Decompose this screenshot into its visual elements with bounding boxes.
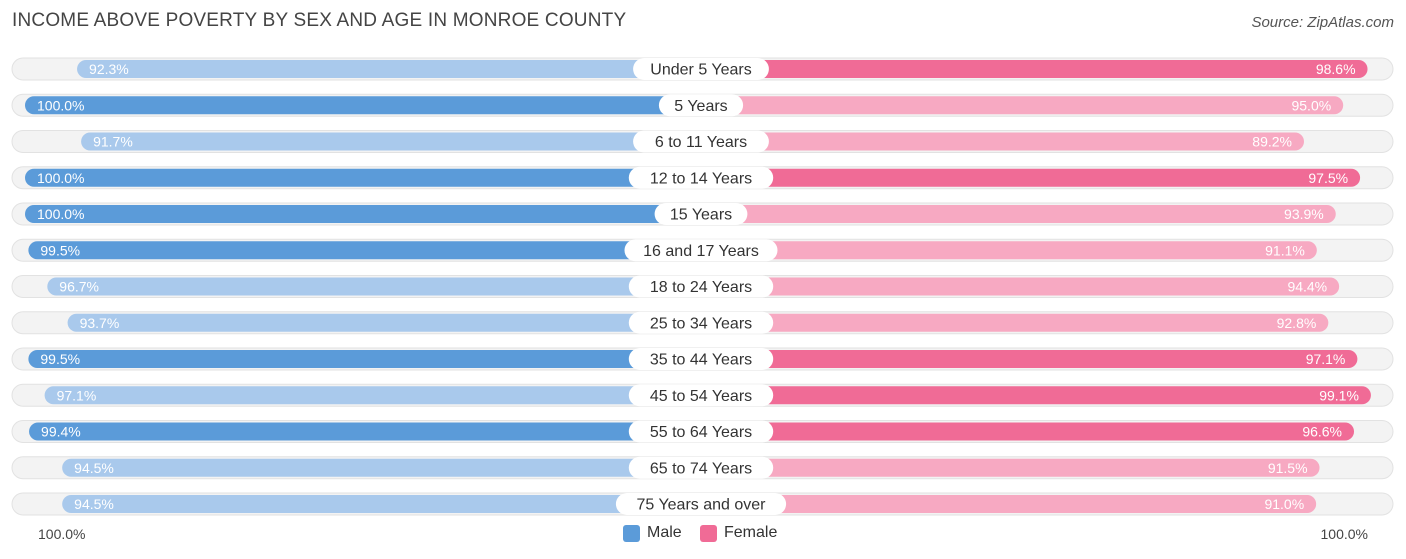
bar-male (25, 168, 701, 187)
bar-male (62, 495, 702, 513)
category-pill (628, 420, 774, 443)
value-label-male: 91.7% (93, 134, 133, 150)
value-label-female: 94.4% (1287, 279, 1327, 295)
category-label: 25 to 34 Years (650, 315, 752, 332)
value-label-male: 100.0% (37, 97, 84, 113)
category-label: 5 Years (674, 98, 727, 115)
value-label-male: 97.1% (57, 387, 97, 403)
category-label: 65 to 74 Years (650, 460, 752, 477)
category-label: Under 5 Years (650, 62, 751, 79)
bar-male (44, 386, 701, 405)
value-label-male: 96.7% (59, 279, 99, 295)
axis-left-label: 100.0% (38, 526, 86, 542)
value-label-male: 92.3% (89, 61, 129, 77)
value-label-female: 92.8% (1277, 315, 1317, 331)
category-pill (628, 384, 774, 407)
value-label-female: 95.0% (1291, 97, 1331, 113)
value-label-male: 99.4% (41, 424, 81, 440)
category-pill (628, 456, 774, 479)
category-pill (628, 166, 774, 189)
legend-item-male: Male (623, 524, 682, 542)
source-credit: Source: ZipAtlas.com (1251, 14, 1394, 31)
value-label-female: 91.1% (1265, 242, 1305, 258)
bar-male (25, 205, 701, 223)
bar-female (701, 386, 1371, 405)
bar-female (701, 422, 1355, 441)
category-label: 55 to 64 Years (650, 424, 752, 441)
bar-male (81, 132, 701, 151)
legend-label-male: Male (647, 524, 682, 541)
value-label-male: 94.5% (74, 460, 114, 476)
bar-female (701, 277, 1340, 296)
bar-male (25, 96, 701, 115)
bar-female (701, 458, 1320, 477)
value-label-female: 93.9% (1284, 206, 1324, 222)
category-pill (633, 130, 769, 153)
category-pill (658, 94, 744, 117)
bar-male (29, 422, 701, 441)
bar-female (701, 205, 1336, 223)
category-label: 15 Years (670, 207, 732, 224)
legend: Male Female (0, 524, 1406, 546)
value-label-female: 96.6% (1302, 424, 1342, 440)
category-pill (615, 493, 787, 515)
bar-female (701, 350, 1358, 368)
value-label-female: 91.5% (1268, 460, 1308, 476)
bar-female (701, 495, 1317, 513)
axis-right-label: 100.0% (1320, 526, 1368, 542)
category-label: 75 Years and over (637, 497, 767, 514)
value-label-female: 99.1% (1319, 387, 1359, 403)
category-pill (628, 348, 774, 370)
value-label-female: 91.0% (1264, 496, 1304, 512)
legend-label-female: Female (724, 524, 778, 541)
value-label-male: 93.7% (80, 315, 120, 331)
bar-female (701, 241, 1317, 260)
bar-male (67, 313, 701, 332)
bar-male (77, 60, 701, 78)
legend-swatch-female (700, 524, 717, 542)
category-pill (624, 239, 778, 262)
value-label-female: 98.6% (1316, 61, 1356, 77)
legend-swatch-male (623, 524, 640, 542)
bar-male (28, 241, 701, 260)
legend-item-female: Female (700, 524, 777, 542)
category-pill (633, 58, 769, 80)
chart-title: INCOME ABOVE POVERTY BY SEX AND AGE IN M… (12, 10, 627, 31)
value-label-female: 89.2% (1252, 134, 1292, 150)
category-pill (654, 203, 748, 225)
value-label-male: 94.5% (74, 496, 114, 512)
bar-female (701, 60, 1368, 78)
value-label-male: 100.0% (37, 206, 84, 222)
value-label-male: 99.5% (40, 242, 80, 258)
category-pill (628, 275, 774, 298)
chart-area: 92.3% 98.6% Under 5 Years 100.0% 95.0% 5 Year… (11, 57, 1394, 516)
bar-female (701, 313, 1329, 332)
bar-male (62, 458, 702, 477)
category-label: 18 to 24 Years (650, 279, 752, 296)
bar-female (701, 96, 1344, 115)
category-label: 6 to 11 Years (655, 134, 747, 151)
category-label: 45 to 54 Years (650, 388, 752, 405)
category-pill (628, 311, 774, 334)
value-label-male: 99.5% (40, 351, 80, 367)
category-label: 16 and 17 Years (643, 243, 759, 260)
value-label-male: 100.0% (37, 170, 84, 186)
value-label-female: 97.5% (1308, 170, 1348, 186)
value-label-female: 97.1% (1306, 351, 1346, 367)
bar-female (701, 168, 1361, 187)
bar-male (47, 277, 702, 296)
bar-female (701, 132, 1304, 151)
category-label: 12 to 14 Years (650, 170, 752, 187)
bar-male (28, 350, 701, 368)
category-label: 35 to 44 Years (650, 352, 752, 369)
